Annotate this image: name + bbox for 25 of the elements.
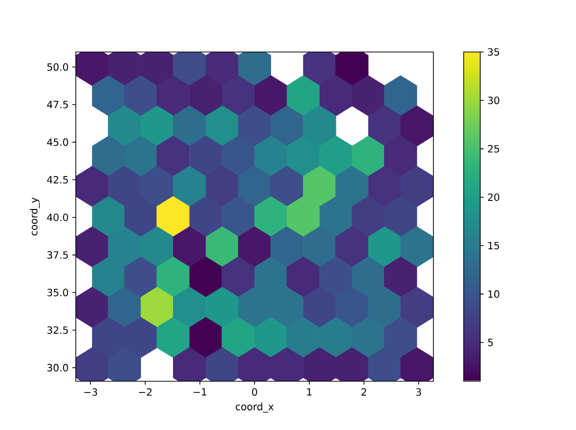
x-tick-label: −2 <box>138 388 152 396</box>
x-tick-label: −3 <box>84 388 98 396</box>
color-bar-label: 5 <box>488 338 493 346</box>
y-tick-label: 40.0 <box>47 214 68 222</box>
y-tick-label: 45.0 <box>47 138 68 146</box>
y-tick-label: 50.0 <box>47 63 68 71</box>
x-tick-label: 0 <box>252 388 258 396</box>
color-bar-label: 15 <box>488 242 500 250</box>
y-tick-label: 47.5 <box>47 101 68 108</box>
x-axis-title: coord_x <box>236 402 274 413</box>
x-tick-label: 2 <box>362 388 366 396</box>
y-tick-label: 37.5 <box>47 251 68 259</box>
x-tick-label: 3 <box>416 388 421 396</box>
x-tick-label: 1 <box>307 388 312 396</box>
y-tick-label: 32.5 <box>47 326 68 334</box>
y-tick-label: 30.0 <box>47 364 68 372</box>
color-bar-label: 25 <box>488 145 500 153</box>
color-bar-label: 10 <box>488 290 500 298</box>
y-axis-title: coord_y <box>30 198 40 236</box>
y-tick-label: 42.5 <box>47 176 68 184</box>
y-tick-label: 35.0 <box>47 288 68 296</box>
color-bar-label: 30 <box>488 96 500 104</box>
color-bar-label: 20 <box>488 194 500 202</box>
color-bar-label: 35 <box>488 48 500 56</box>
x-tick-label: −1 <box>194 388 206 396</box>
